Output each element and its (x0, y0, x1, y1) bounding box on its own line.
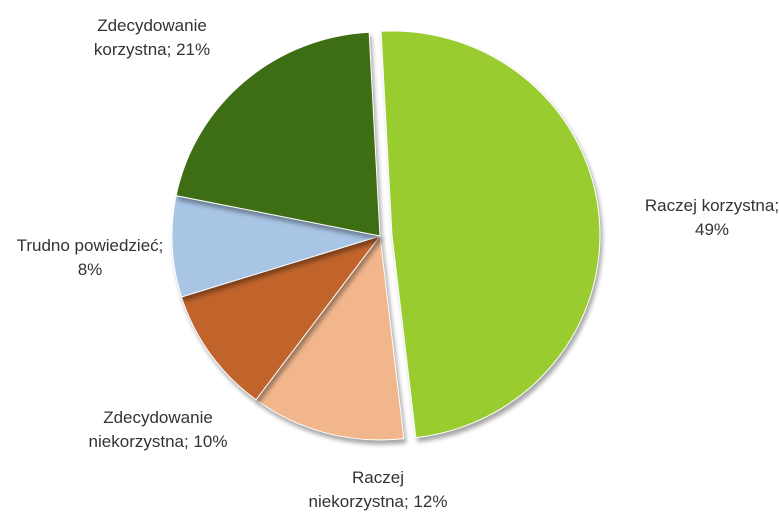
pie-slice (171, 195, 381, 298)
pie-slice (175, 31, 381, 237)
data-label: Zdecydowanie niekorzystna; 10% (88, 408, 228, 451)
pie-slice (255, 234, 405, 441)
pie-slice (180, 235, 382, 401)
data-label: Raczej korzystna; 49% (644, 196, 779, 239)
data-label: Trudno powiedzieć; 8% (16, 236, 164, 279)
pie-slice (380, 30, 601, 439)
data-label: Zdecydowanie korzystna; 21% (93, 16, 211, 59)
data-label: Raczej niekorzystna; 12% (308, 468, 448, 511)
